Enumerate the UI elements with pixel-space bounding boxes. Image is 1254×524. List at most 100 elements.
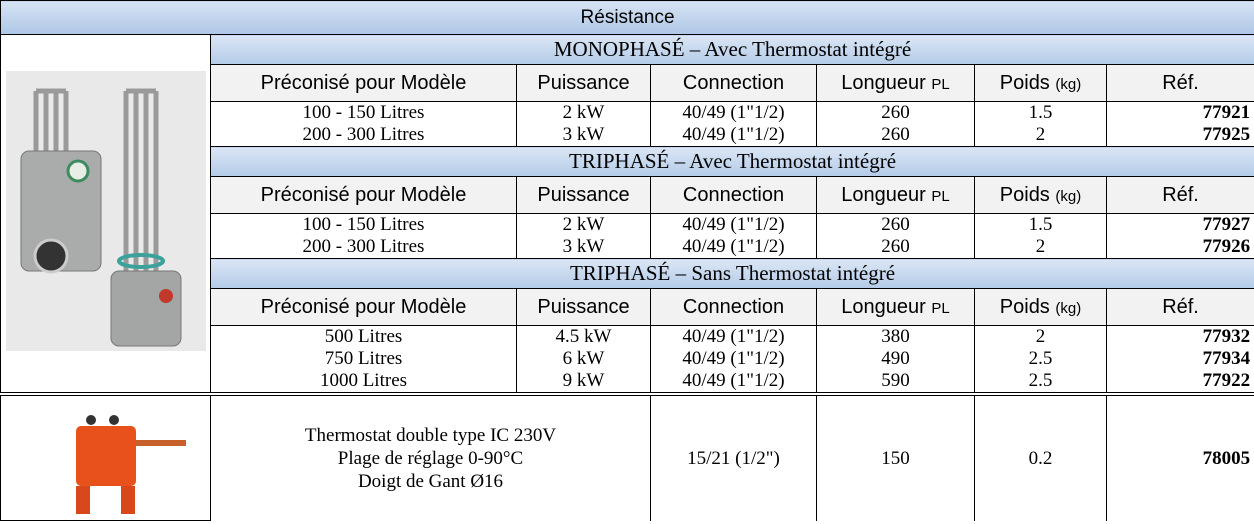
data-cell: 2 <box>975 326 1107 349</box>
data-cell: 750 Litres <box>211 348 517 370</box>
column-label: Puissance <box>537 72 629 94</box>
data-cell: 3 kW <box>517 236 651 259</box>
ref-cell: 77922 <box>1107 370 1254 394</box>
data-cell: 40/49 (1"1/2) <box>651 348 817 370</box>
title-row: Résistance <box>1 1 1254 35</box>
column-label: Poids <box>1000 184 1050 206</box>
data-cell: 40/49 (1"1/2) <box>651 214 817 237</box>
column-header: Préconisé pour Modèle <box>211 65 517 102</box>
data-cell: 2 kW <box>517 214 651 237</box>
column-header: Connection <box>651 289 817 326</box>
product-table: Résistance MONOPHASÉ – Avec Thermostat i… <box>0 0 1254 521</box>
column-label: Longueur <box>841 184 926 206</box>
data-cell: 4.5 kW <box>517 326 651 349</box>
data-cell: 200 - 300 Litres <box>211 236 517 259</box>
data-cell: 100 - 150 Litres <box>211 214 517 237</box>
data-cell: 260 <box>817 124 975 147</box>
column-unit: PL <box>931 188 949 205</box>
data-cell: 40/49 (1"1/2) <box>651 102 817 125</box>
column-unit: PL <box>931 300 949 317</box>
column-unit: (kg) <box>1055 188 1081 205</box>
table-title: Résistance <box>1 1 1254 35</box>
data-cell: 2.5 <box>975 370 1107 394</box>
data-cell: 490 <box>817 348 975 370</box>
description-line: Plage de réglage 0-90°C <box>215 447 646 470</box>
column-unit: (kg) <box>1055 76 1081 93</box>
column-label: Connection <box>683 72 784 94</box>
column-header: Longueur PL <box>817 65 975 102</box>
data-cell: 6 kW <box>517 348 651 370</box>
data-cell: 100 - 150 Litres <box>211 102 517 125</box>
data-cell: 40/49 (1"1/2) <box>651 370 817 394</box>
column-header: Longueur PL <box>817 177 975 214</box>
column-header: Préconisé pour Modèle <box>211 177 517 214</box>
column-header: Puissance <box>517 289 651 326</box>
data-cell: 15/21 (1/2") <box>651 394 817 521</box>
ref-cell: 77925 <box>1107 124 1254 147</box>
column-label: Préconisé pour Modèle <box>261 184 467 206</box>
column-label: Longueur <box>841 296 926 318</box>
thermostat-image <box>6 396 206 514</box>
data-cell: 1.5 <box>975 102 1107 125</box>
column-header: Poids (kg) <box>975 65 1107 102</box>
data-cell: 3 kW <box>517 124 651 147</box>
ref-cell: 77932 <box>1107 326 1254 349</box>
column-label: Poids <box>1000 72 1050 94</box>
data-cell: 1000 Litres <box>211 370 517 394</box>
table-body: Résistance MONOPHASÉ – Avec Thermostat i… <box>1 1 1254 521</box>
page: Résistance MONOPHASÉ – Avec Thermostat i… <box>0 0 1254 524</box>
column-label: Poids <box>1000 296 1050 318</box>
column-label: Préconisé pour Modèle <box>261 72 467 94</box>
section-heading: MONOPHASÉ – Avec Thermostat intégré <box>211 35 1254 65</box>
column-label: Réf. <box>1162 72 1199 94</box>
data-cell: 40/49 (1"1/2) <box>651 326 817 349</box>
data-cell: 380 <box>817 326 975 349</box>
data-cell: 40/49 (1"1/2) <box>651 236 817 259</box>
data-cell: 260 <box>817 214 975 237</box>
data-cell: 590 <box>817 370 975 394</box>
description-line: Doigt de Gant Ø16 <box>215 470 646 493</box>
column-label: Longueur <box>841 72 926 94</box>
data-cell: 0.2 <box>975 394 1107 521</box>
data-cell: 260 <box>817 102 975 125</box>
data-cell: 2 <box>975 236 1107 259</box>
data-cell: 500 Litres <box>211 326 517 349</box>
section-row: MONOPHASÉ – Avec Thermostat intégré <box>1 35 1254 65</box>
column-header: Préconisé pour Modèle <box>211 289 517 326</box>
data-cell: 260 <box>817 236 975 259</box>
ref-cell: 77927 <box>1107 214 1254 237</box>
data-cell: 2.5 <box>975 348 1107 370</box>
data-cell: 2 <box>975 124 1107 147</box>
column-header: Poids (kg) <box>975 177 1107 214</box>
image-cell <box>1 394 211 521</box>
ref-cell: 77921 <box>1107 102 1254 125</box>
data-cell: 9 kW <box>517 370 651 394</box>
data-cell: 1.5 <box>975 214 1107 237</box>
column-header: Connection <box>651 65 817 102</box>
description-line: Thermostat double type IC 230V <box>215 424 646 447</box>
section-heading: TRIPHASÉ – Sans Thermostat intégré <box>211 259 1254 289</box>
column-header: Connection <box>651 177 817 214</box>
column-label: Puissance <box>537 296 629 318</box>
column-header: Longueur PL <box>817 289 975 326</box>
column-header: Réf. <box>1107 65 1254 102</box>
column-label: Réf. <box>1162 184 1199 206</box>
section-heading: TRIPHASÉ – Avec Thermostat intégré <box>211 147 1254 177</box>
data-cell: 2 kW <box>517 102 651 125</box>
ref-cell: 77926 <box>1107 236 1254 259</box>
column-header: Puissance <box>517 65 651 102</box>
column-label: Préconisé pour Modèle <box>261 296 467 318</box>
column-label: Réf. <box>1162 296 1199 318</box>
data-cell: 40/49 (1"1/2) <box>651 124 817 147</box>
data-cell: 150 <box>817 394 975 521</box>
column-label: Connection <box>683 296 784 318</box>
column-header: Poids (kg) <box>975 289 1107 326</box>
ref-cell: 77934 <box>1107 348 1254 370</box>
column-header: Réf. <box>1107 177 1254 214</box>
column-label: Puissance <box>537 184 629 206</box>
column-header: Réf. <box>1107 289 1254 326</box>
heater-image <box>6 71 206 351</box>
image-cell <box>1 35 211 395</box>
column-unit: (kg) <box>1055 300 1081 317</box>
